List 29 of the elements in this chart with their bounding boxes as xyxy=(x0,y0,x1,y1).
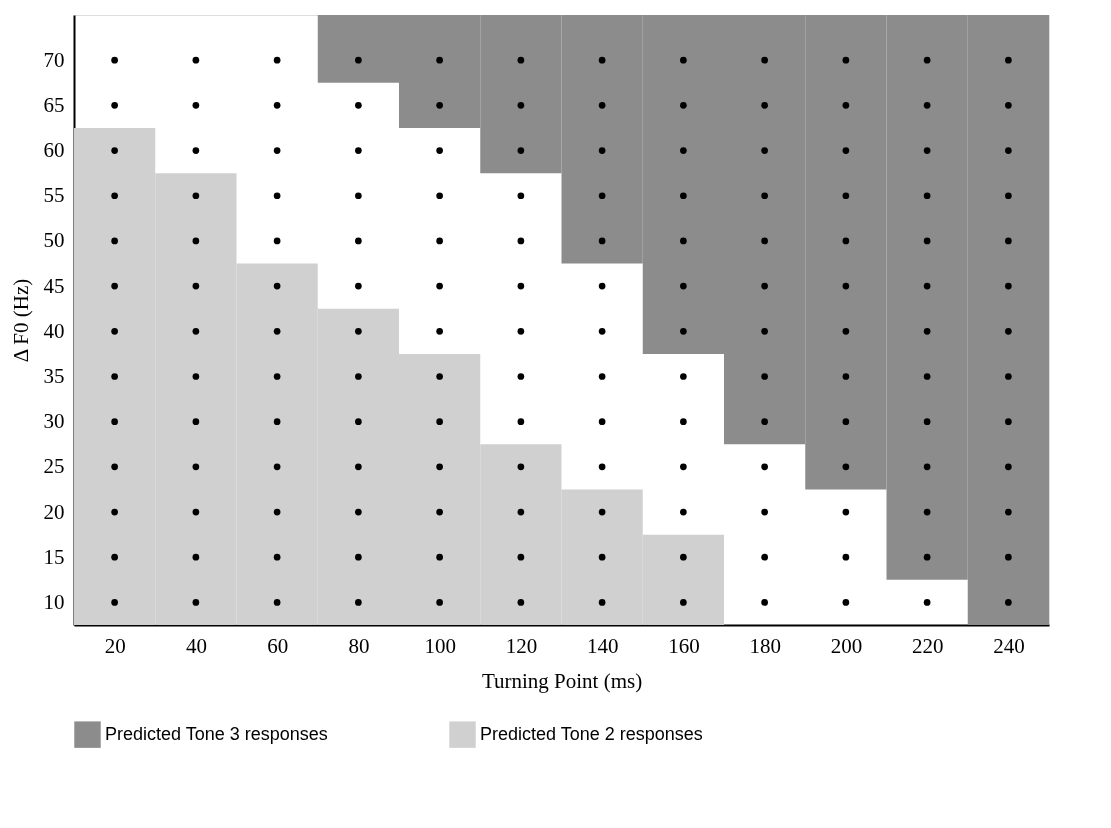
y-tick-label: 10 xyxy=(43,589,65,614)
x-tick-label: 240 xyxy=(993,633,1025,658)
y-tick-label: 15 xyxy=(43,544,65,569)
legend-label: Predicted Tone 3 responses xyxy=(105,723,328,744)
x-tick-label: 140 xyxy=(586,633,619,658)
legend-label: Predicted Tone 2 responses xyxy=(480,723,703,744)
x-tick-label: 220 xyxy=(911,633,944,658)
y-tick-label: 55 xyxy=(43,183,65,208)
x-tick-label: 60 xyxy=(267,633,289,658)
y-tick-label: 30 xyxy=(43,409,65,434)
x-axis-title: Turning Point (ms) xyxy=(481,668,643,693)
y-tick-label: 35 xyxy=(43,363,65,388)
x-tick-label: 180 xyxy=(749,633,781,658)
y-tick-label: 70 xyxy=(43,47,65,72)
y-tick-label: 20 xyxy=(43,499,65,524)
y-axis-title: Δ F0 (Hz) xyxy=(8,278,33,363)
y-tick-label: 40 xyxy=(43,318,65,343)
x-tick-label: 160 xyxy=(668,633,700,658)
x-tick-label: 200 xyxy=(830,633,863,658)
x-tick-label: 100 xyxy=(424,633,456,658)
y-tick-label: 45 xyxy=(43,273,65,298)
x-tick-label: 20 xyxy=(104,633,126,658)
x-tick-label: 40 xyxy=(185,633,207,658)
x-tick-label: 80 xyxy=(348,633,370,658)
x-tick-label: 120 xyxy=(505,633,538,658)
y-tick-label: 60 xyxy=(43,138,65,163)
y-tick-label: 65 xyxy=(43,92,65,117)
y-tick-label: 50 xyxy=(43,228,65,253)
y-tick-label: 25 xyxy=(43,454,65,479)
